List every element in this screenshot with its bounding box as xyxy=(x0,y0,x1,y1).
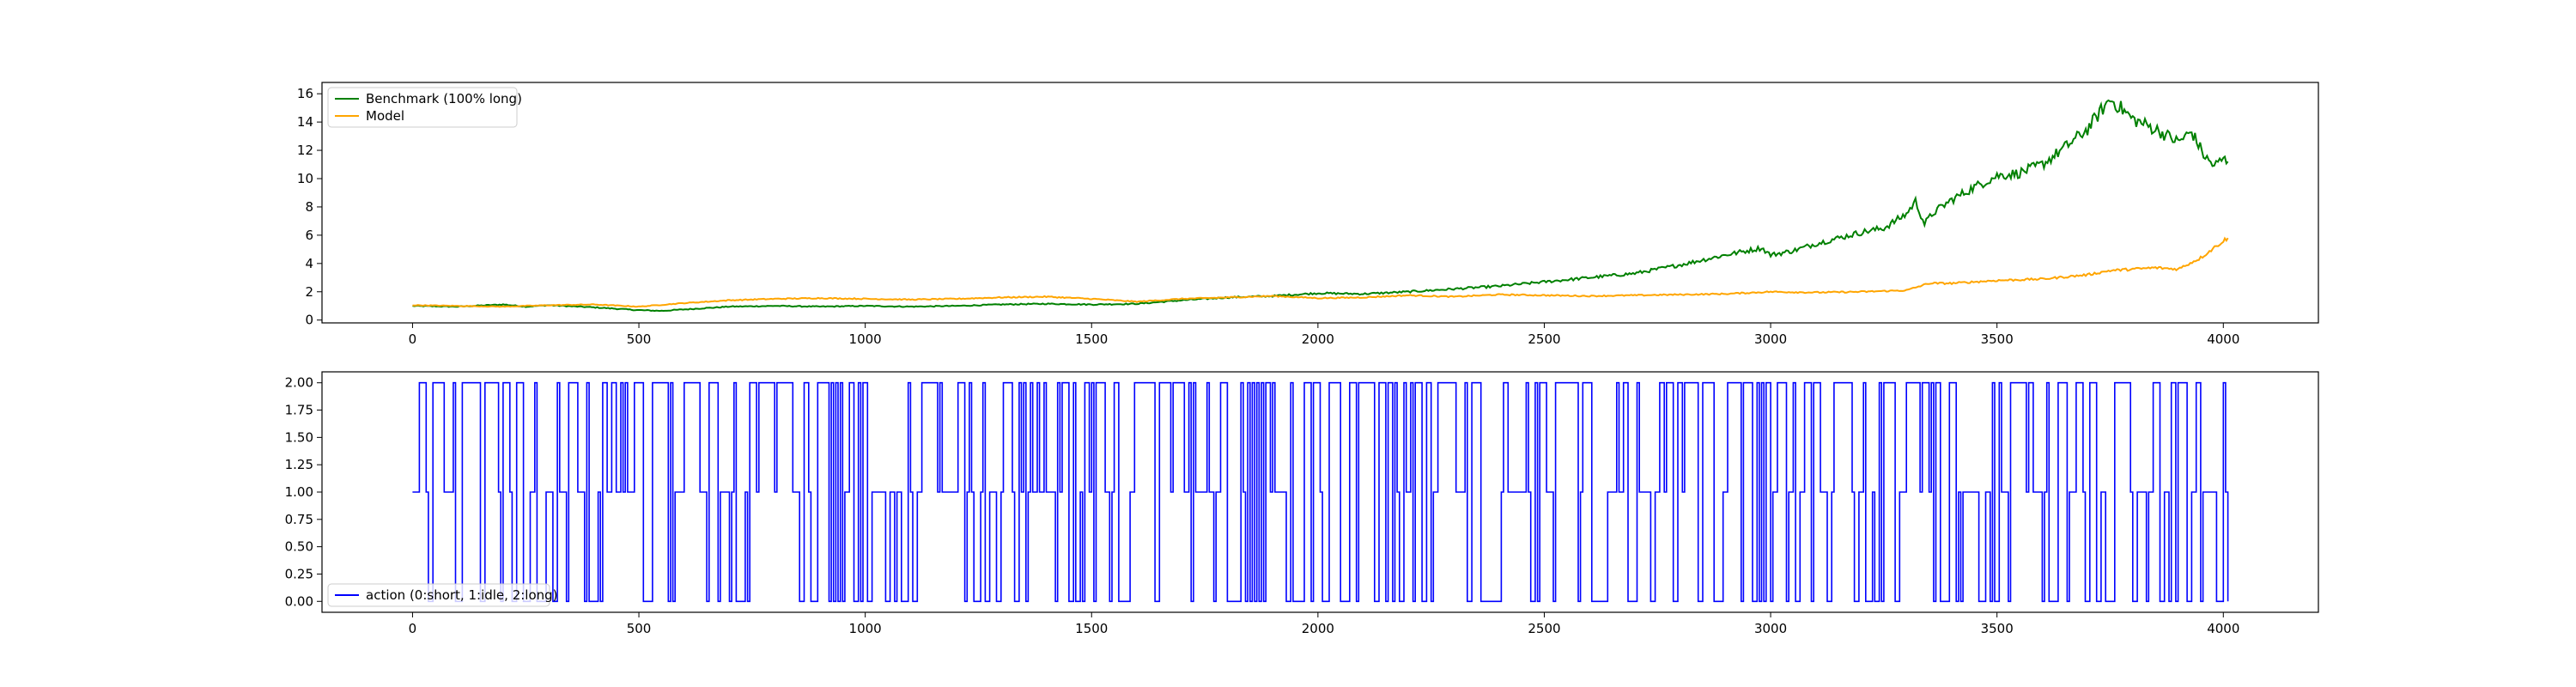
action-x-tick-label: 500 xyxy=(627,621,652,636)
price-x-tick-label: 500 xyxy=(627,331,652,347)
action-y-tick-label: 1.50 xyxy=(285,429,313,445)
action-x-tick-label: 4000 xyxy=(2207,621,2239,636)
action-x-tick-label: 1000 xyxy=(849,621,882,636)
benchmark-legend-label: Benchmark (100% long) xyxy=(366,91,522,106)
price-lines xyxy=(412,99,2229,313)
price-y-tick-label: 14 xyxy=(297,114,313,130)
price-x-tick-label: 2000 xyxy=(1302,331,1334,347)
price-chart-frame xyxy=(321,82,2319,324)
price-legend-box xyxy=(327,87,518,128)
action-y-tick-label: 1.00 xyxy=(285,484,313,500)
action-y-tick-label: 1.75 xyxy=(285,403,313,418)
action-legend: action (0:short, 1:idle, 2:long) xyxy=(327,583,558,607)
action-legend-box xyxy=(327,583,550,607)
price-y-tick-label: 2 xyxy=(305,284,313,300)
price-chart: 0 2 4 6 8 10 12 14 16 0 500 1000 1500 2000 2500 3000 35… xyxy=(297,82,2319,347)
benchmark-series-line xyxy=(412,99,2229,313)
price-y-tick-label: 12 xyxy=(297,143,313,158)
price-y-tick-label: 4 xyxy=(305,256,313,271)
price-x-tick-label: 1000 xyxy=(849,331,882,347)
action-x-tick-label: 3000 xyxy=(1754,621,1787,636)
price-x-tick-label: 0 xyxy=(409,331,417,347)
price-x-tick-label: 3500 xyxy=(1981,331,2014,347)
action-x-axis: 0 500 1000 1500 2000 2500 3000 3500 4000 xyxy=(409,612,2239,636)
action-x-tick-label: 1500 xyxy=(1075,621,1108,636)
action-line xyxy=(412,381,2229,603)
price-x-tick-label: 1500 xyxy=(1075,331,1108,347)
price-y-tick-label: 0 xyxy=(305,313,313,328)
price-y-tick-label: 6 xyxy=(305,228,313,243)
price-x-tick-label: 2500 xyxy=(1528,331,1560,347)
action-y-axis: 0.00 0.25 0.50 0.75 1.00 1.25 1.50 1.75 2.00 xyxy=(285,375,322,609)
price-x-axis: 0 500 1000 1500 2000 2500 3000 3500 4000 xyxy=(409,323,2239,347)
price-y-axis: 0 2 4 6 8 10 12 14 16 xyxy=(297,86,322,328)
price-legend: Benchmark (100% long) Model xyxy=(327,87,522,128)
price-y-tick-label: 16 xyxy=(297,86,313,101)
model-legend-label: Model xyxy=(366,108,404,124)
action-y-tick-label: 0.00 xyxy=(285,593,313,609)
price-y-tick-label: 10 xyxy=(297,171,313,186)
action-x-tick-label: 2000 xyxy=(1302,621,1334,636)
price-y-tick-label: 8 xyxy=(305,199,313,215)
price-x-tick-label: 3000 xyxy=(1754,331,1787,347)
action-y-tick-label: 0.75 xyxy=(285,512,313,527)
action-y-tick-label: 1.25 xyxy=(285,457,313,472)
action-y-tick-label: 2.00 xyxy=(285,375,313,391)
model-series-line xyxy=(412,236,2229,308)
action-y-tick-label: 0.50 xyxy=(285,539,313,555)
action-legend-label: action (0:short, 1:idle, 2:long) xyxy=(366,587,558,603)
action-y-tick-label: 0.25 xyxy=(285,566,313,581)
price-x-tick-label: 4000 xyxy=(2207,331,2239,347)
action-x-tick-label: 3500 xyxy=(1981,621,2014,636)
action-chart: 0.00 0.25 0.50 0.75 1.00 1.25 1.50 1.75 2.00 0 50… xyxy=(285,371,2319,636)
action-series-line xyxy=(412,381,2229,603)
action-x-tick-label: 0 xyxy=(409,621,417,636)
action-x-tick-label: 2500 xyxy=(1528,621,1560,636)
